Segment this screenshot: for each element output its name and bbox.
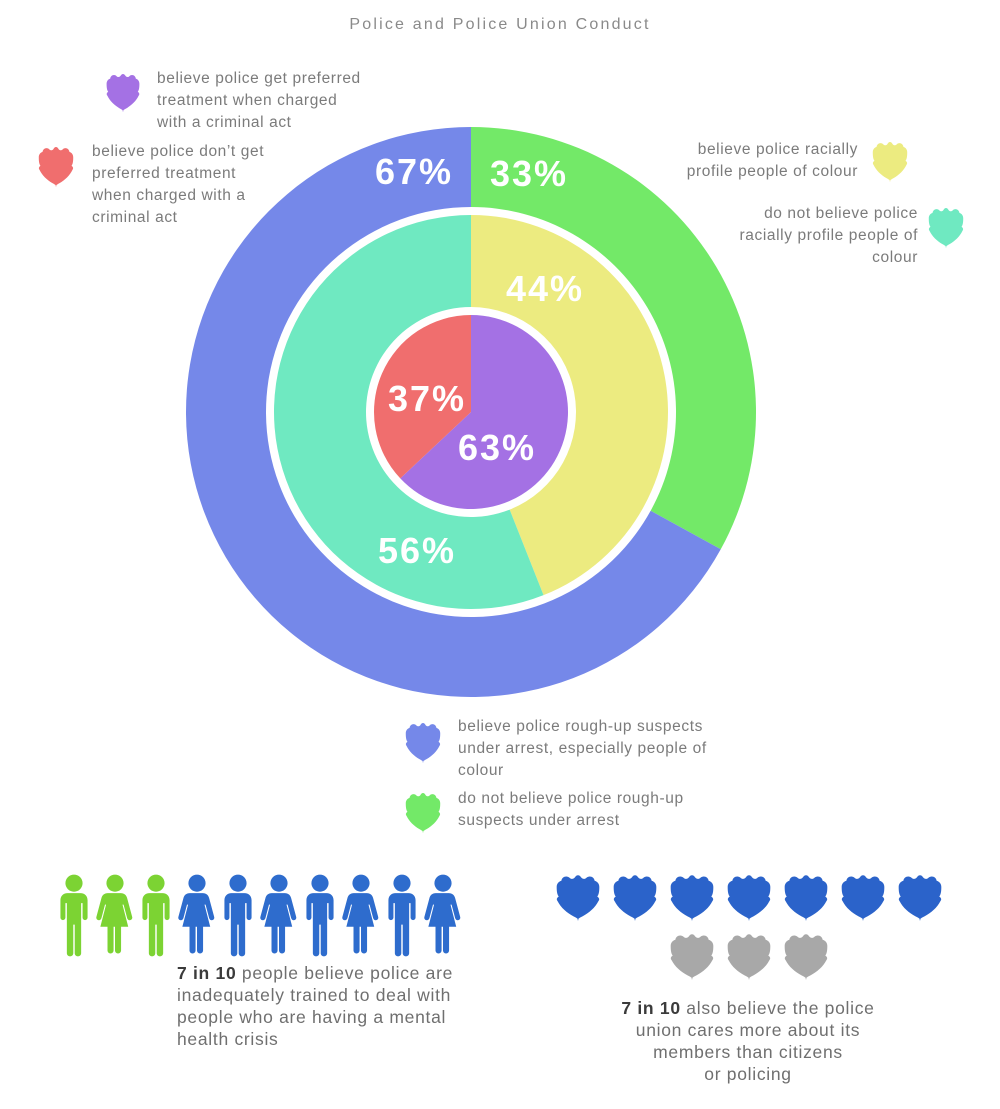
mental-health-caption: 7 in 10 people believe police are inadeq… [177, 962, 517, 1050]
percent-label: 67% [374, 151, 454, 192]
caption-lead: 7 in 10 [621, 998, 681, 1018]
police-badge-icon [666, 933, 718, 981]
legend-preferred-treatment-yes: believe police get preferred treatment w… [157, 70, 361, 131]
segment-middle-yellow [471, 215, 668, 596]
caption-rest: also believe the police union cares more… [635, 998, 875, 1084]
police-badge-icon [780, 933, 832, 981]
percent-label: 33% [489, 153, 569, 194]
segment-inner-purple [400, 315, 568, 509]
legend-racial-profiling-no: do not believe police racially profile p… [739, 205, 918, 266]
police-badge-icon [894, 874, 946, 922]
police-badge-icon [609, 874, 661, 922]
segment-inner-red [373, 314, 471, 479]
police-badge-icon [552, 874, 604, 922]
legend-rough-up-yes: believe police rough-up suspects under a… [458, 718, 707, 779]
caption-lead: 7 in 10 [177, 963, 237, 983]
segment-outer-blue [186, 126, 721, 697]
police-union-caption: 7 in 10 also believe the police union ca… [572, 997, 924, 1085]
percent-label: 37% [387, 378, 467, 419]
badge-pictogram-row-2 [666, 933, 832, 981]
woman-icon [177, 871, 217, 961]
police-badge-icon [402, 791, 444, 835]
legend-preferred-treatment-no: believe police don’t get preferred treat… [92, 143, 265, 226]
woman-icon [423, 871, 463, 961]
people-pictogram [54, 871, 463, 961]
police-badge-icon [103, 72, 143, 114]
legend-rough-up-no: do not believe police rough-up suspects … [458, 790, 684, 829]
woman-icon [95, 871, 135, 961]
woman-icon [341, 871, 381, 961]
legend-racial-profiling-yes: believe police racially profile people o… [686, 141, 858, 180]
police-badge-icon [35, 145, 77, 189]
man-icon [136, 871, 176, 961]
police-badge-icon [402, 721, 444, 765]
police-badge-icon [666, 874, 718, 922]
police-badge-icon [723, 933, 775, 981]
man-icon [54, 871, 94, 961]
woman-icon [259, 871, 299, 961]
police-badge-icon [723, 874, 775, 922]
police-badge-icon [837, 874, 889, 922]
badge-pictogram-row-1 [552, 874, 946, 922]
police-badge-icon [780, 874, 832, 922]
segment-outer-green [471, 127, 757, 550]
percent-label: 44% [505, 268, 585, 309]
caption-rest: people believe police are inadequately t… [177, 963, 454, 1049]
man-icon [300, 871, 340, 961]
police-badge-icon [925, 206, 967, 250]
percent-label: 56% [377, 530, 457, 571]
chart-title: Police and Police Union Conduct [349, 16, 651, 33]
donut-chart [186, 126, 757, 697]
police-badge-icon [869, 140, 911, 184]
segment-middle-teal [273, 215, 544, 609]
man-icon [382, 871, 422, 961]
percent-label: 63% [457, 427, 537, 468]
man-icon [218, 871, 258, 961]
